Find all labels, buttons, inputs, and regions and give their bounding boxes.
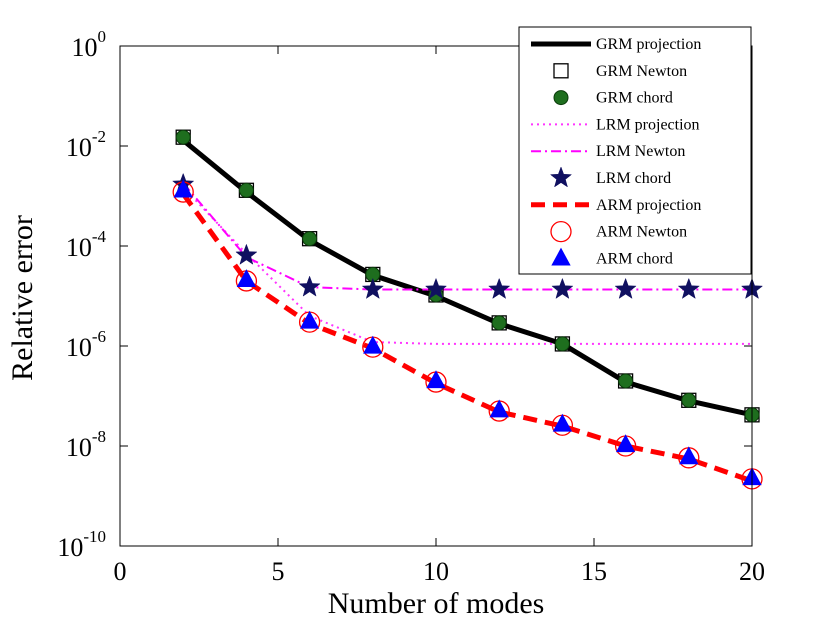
marker-grm-chord-6 [302, 231, 318, 247]
marker-lrm-chord-6 [298, 275, 321, 297]
legend-label-arm-projection: ARM projection [596, 197, 701, 214]
marker-lrm-chord-18 [677, 277, 700, 299]
marker-grm-chord-18 [681, 392, 697, 408]
marker-lrm-chord-10 [424, 277, 448, 299]
legend-label-grm-projection: GRM projection [596, 36, 701, 53]
legend-label-arm-chord: ARM chord [596, 250, 673, 267]
x-tick-label-5: 5 [272, 557, 285, 586]
x-tick-label-15: 15 [581, 557, 607, 586]
marker-grm-chord-16 [618, 373, 634, 389]
marker-grm-chord-4 [238, 182, 254, 198]
marker-arm-chord-10 [426, 370, 446, 389]
y-tick-label-2: 10-4 [66, 227, 107, 262]
y-tick-label-5: 10-10 [57, 527, 106, 562]
axes-layer: 0 5 10 15 20 100 10-2 10-4 10-6 10-8 10-10 [57, 27, 765, 586]
legend-swatch-lrm-chord [549, 166, 573, 188]
legend-swatch-arm-newton [550, 220, 572, 243]
series-line-arm-projection [181, 192, 753, 484]
y-tick-label-3: 10-6 [66, 327, 106, 362]
legend-label-lrm-chord: LRM chord [596, 170, 671, 187]
y-tick-label-1: 10-2 [66, 127, 106, 162]
legend-swatch-arm-chord [551, 247, 571, 266]
x-tick-label-0: 0 [114, 557, 127, 586]
marker-lrm-chord-4 [235, 243, 258, 265]
marker-grm-chord-14 [554, 336, 570, 352]
marker-arm-chord-6 [299, 310, 320, 329]
marker-arm-chord-2 [173, 179, 193, 198]
legend-swatch-grm-newton [553, 63, 569, 79]
marker-arm-chord-14 [552, 413, 573, 432]
marker-lrm-chord-14 [551, 277, 574, 299]
legend-label-lrm-projection: LRM projection [596, 116, 700, 133]
marker-arm-chord-8 [363, 335, 383, 354]
series-layer [172, 129, 764, 490]
legend-label-grm-chord: GRM chord [596, 90, 673, 107]
series-line-lrm-newton [182, 182, 752, 291]
x-tick-label-20: 20 [739, 557, 765, 586]
series-line-lrm-projection [182, 186, 752, 345]
marker-grm-chord-2 [175, 129, 191, 145]
y-tick-label-0: 100 [72, 27, 107, 62]
marker-arm-chord-12 [489, 399, 509, 418]
legend-swatch-grm-chord [553, 90, 569, 106]
marker-arm-chord-16 [615, 434, 636, 453]
marker-arm-chord-18 [679, 446, 699, 465]
series-line-grm-projection [181, 138, 753, 418]
marker-grm-chord-12 [491, 315, 507, 331]
marker-arm-chord-4 [236, 269, 257, 288]
legend-label-lrm-newton: LRM Newton [596, 143, 685, 160]
legend-label-grm-newton: GRM Newton [596, 63, 687, 80]
x-axis-title: Number of modes [328, 587, 545, 620]
marker-lrm-chord-8 [361, 277, 384, 299]
y-tick-label-4: 10-8 [66, 427, 106, 462]
marker-lrm-chord-16 [614, 277, 637, 299]
legend-label-arm-newton: ARM Newton [596, 224, 687, 241]
marker-lrm-chord-12 [488, 277, 511, 299]
x-tick-label-10: 10 [423, 557, 449, 586]
legend: GRM projection GRM Newton GRM chord LRM pro… [518, 26, 752, 275]
y-axis-title: Relative error [6, 215, 39, 381]
